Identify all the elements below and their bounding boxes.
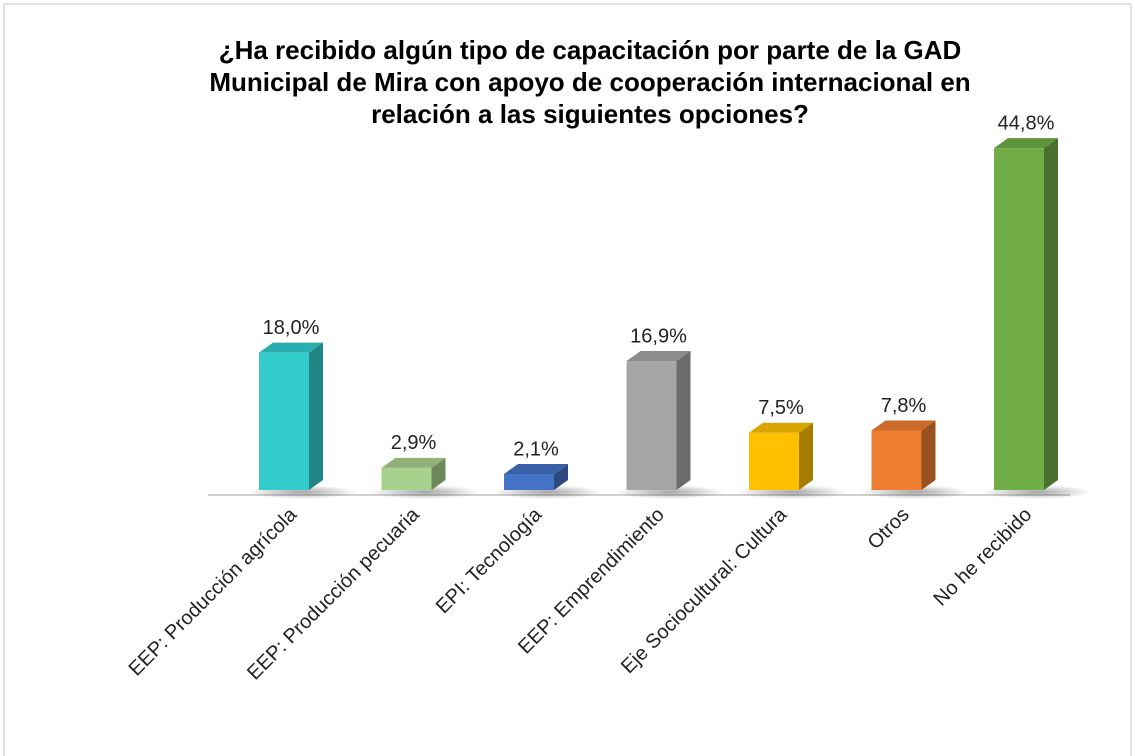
bar-top	[504, 463, 568, 474]
value-label: 7,8%	[881, 395, 927, 417]
bar	[871, 430, 922, 490]
value-label: 2,9%	[391, 432, 437, 454]
bar-side	[309, 342, 323, 490]
chart-title: relación a las siguientes opciones?	[371, 99, 809, 129]
value-label: 7,5%	[758, 397, 804, 419]
bar-side	[1044, 138, 1058, 490]
value-label: 18,0%	[263, 317, 320, 339]
bar-top	[381, 457, 446, 468]
bar	[259, 352, 309, 490]
bar-side	[431, 457, 446, 490]
value-label: 44,8%	[998, 112, 1055, 134]
bar	[994, 148, 1044, 490]
value-label: 2,1%	[513, 438, 559, 460]
bar	[626, 361, 677, 490]
value-label: 16,9%	[630, 325, 687, 347]
bar	[749, 432, 799, 490]
chart-border	[3, 3, 1132, 756]
bar-top	[994, 138, 1058, 149]
bar-top	[749, 422, 813, 433]
bar-side	[554, 463, 568, 490]
bar-top	[626, 351, 691, 362]
chart-title: Municipal de Mira con apoyo de cooperaci…	[209, 67, 970, 97]
chart-title: ¿Ha recibido algún tipo de capacitación …	[219, 35, 962, 65]
bar-side	[676, 351, 691, 490]
bar-top	[259, 342, 323, 353]
bar	[381, 467, 432, 490]
bar-side	[921, 420, 936, 490]
bar-side	[799, 422, 813, 490]
bar-top	[871, 420, 936, 431]
bar	[504, 473, 554, 490]
